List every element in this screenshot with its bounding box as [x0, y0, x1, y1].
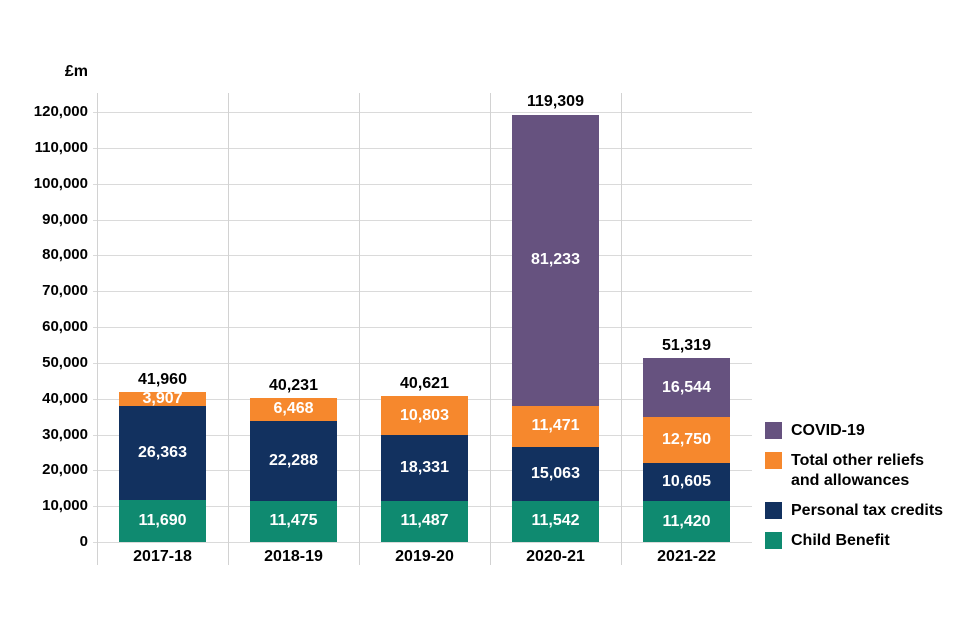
- bar-segment: 11,690: [119, 500, 206, 542]
- segment-value-label: 12,750: [662, 431, 711, 449]
- segment-value-label: 11,471: [531, 417, 580, 435]
- bar-segment: 11,471: [512, 405, 599, 447]
- segment-value-label: 11,475: [269, 512, 318, 530]
- x-axis-label: 2021-22: [657, 548, 716, 565]
- bar-total-label: 41,960: [138, 370, 187, 388]
- x-axis-label: 2020-21: [526, 548, 585, 565]
- segment-value-label: 22,288: [269, 451, 318, 469]
- y-gridline: [93, 147, 752, 149]
- y-axis-tick-label: 120,000: [33, 103, 88, 120]
- legend-label: Personal tax credits: [791, 502, 944, 519]
- segment-value-label: 10,803: [400, 406, 449, 424]
- legend-item: Personal tax credits: [765, 501, 960, 521]
- y-axis-tick-label: 90,000: [42, 210, 88, 228]
- bar-segment: 15,063: [512, 446, 599, 501]
- bar-segment: 18,331: [381, 435, 468, 501]
- y-axis-line: [97, 93, 98, 565]
- y-axis-unit-label: £m: [64, 63, 88, 80]
- bar-segment: 10,605: [643, 463, 730, 502]
- bar-segment: 11,542: [512, 500, 599, 542]
- legend-item: Total other reliefs and allowances: [765, 451, 960, 491]
- legend-swatch: [765, 452, 782, 469]
- y-axis-tick-label: 20,000: [42, 461, 88, 479]
- legend-label: Child Benefit: [791, 532, 890, 549]
- segment-value-label: 11,542: [531, 512, 580, 530]
- bar-segment: 12,750: [643, 417, 730, 464]
- legend-item: Child Benefit: [765, 531, 960, 551]
- segment-value-label: 11,690: [138, 512, 187, 530]
- y-gridline: [93, 183, 752, 185]
- legend-label: COVID-19: [791, 422, 865, 439]
- segment-value-label: 3,907: [142, 389, 183, 407]
- bar-2017-18: 11,690 26,363 3,907: [119, 389, 206, 542]
- bar-segment: 11,487: [381, 500, 468, 542]
- y-axis-tick-label: 70,000: [42, 282, 88, 300]
- bar-segment: 81,233: [512, 114, 599, 406]
- y-gridline: [93, 255, 752, 257]
- bar-segment: 26,363: [119, 405, 206, 501]
- bar-2020-21: 11,542 15,063 11,471 81,233: [512, 114, 599, 542]
- bar-segment: 10,803: [381, 396, 468, 436]
- y-gridline: [93, 112, 752, 113]
- category-separator-line: [621, 93, 622, 565]
- segment-value-label: 26,363: [138, 443, 187, 461]
- y-axis-tick-label: 110,000: [34, 138, 88, 156]
- bar-2021-22: 11,420 10,605 12,750 16,544: [643, 358, 730, 542]
- y-axis-tick-label: 80,000: [42, 246, 88, 264]
- y-gridline: [93, 542, 752, 543]
- segment-value-label: 18,331: [400, 459, 449, 476]
- y-axis-tick-label: 50,000: [42, 353, 88, 371]
- segment-value-label: 6,468: [273, 400, 314, 418]
- bar-segment: 3,907: [119, 389, 206, 407]
- bar-2019-20: 11,487 18,331 10,803: [381, 396, 468, 542]
- segment-value-label: 11,487: [400, 512, 449, 530]
- bar-segment: 6,468: [250, 397, 337, 422]
- segment-value-label: 10,605: [662, 473, 711, 491]
- y-axis-tick-label: 0: [79, 533, 88, 550]
- y-gridline: [93, 219, 752, 221]
- y-axis-tick-label: 100,000: [33, 174, 88, 192]
- segment-value-label: 16,544: [662, 378, 711, 396]
- legend-swatch: [765, 532, 782, 549]
- bar-total-label: 40,621: [400, 375, 449, 393]
- category-separator-line: [490, 93, 491, 565]
- legend-label: Total other reliefs and allowances: [791, 452, 925, 489]
- segment-value-label: 15,063: [531, 464, 580, 482]
- bar-total-label: 119,309: [527, 93, 584, 111]
- x-axis-label: 2018-19: [264, 548, 323, 565]
- bar-2018-19: 11,475 22,288 6,468: [250, 397, 337, 542]
- legend-swatch: [765, 422, 782, 439]
- x-axis-label: 2017-18: [133, 548, 192, 565]
- y-axis-tick-label: 60,000: [42, 318, 88, 335]
- legend-item: COVID-19: [765, 421, 960, 441]
- y-gridline: [93, 362, 752, 364]
- bar-total-label: 51,319: [662, 337, 711, 355]
- category-separator-line: [359, 93, 360, 565]
- y-gridline: [93, 291, 752, 293]
- legend-swatch: [765, 502, 782, 519]
- category-separator-line: [228, 93, 229, 565]
- bar-segment: 16,544: [643, 358, 730, 418]
- x-axis-label: 2019-20: [395, 548, 454, 565]
- y-axis-tick-label: 40,000: [42, 389, 88, 407]
- y-axis-tick-label: 10,000: [42, 497, 88, 515]
- bar-segment: 11,420: [643, 501, 730, 542]
- bar-segment: 22,288: [250, 421, 337, 501]
- y-axis-tick-label: 30,000: [42, 425, 88, 443]
- y-gridline: [93, 327, 752, 328]
- segment-value-label: 81,233: [531, 251, 580, 269]
- segment-value-label: 11,420: [662, 512, 711, 530]
- chart-legend: COVID-19 Total other reliefs and allowance…: [765, 421, 960, 561]
- bar-total-label: 40,231: [269, 376, 318, 394]
- bar-segment: 11,475: [250, 500, 337, 542]
